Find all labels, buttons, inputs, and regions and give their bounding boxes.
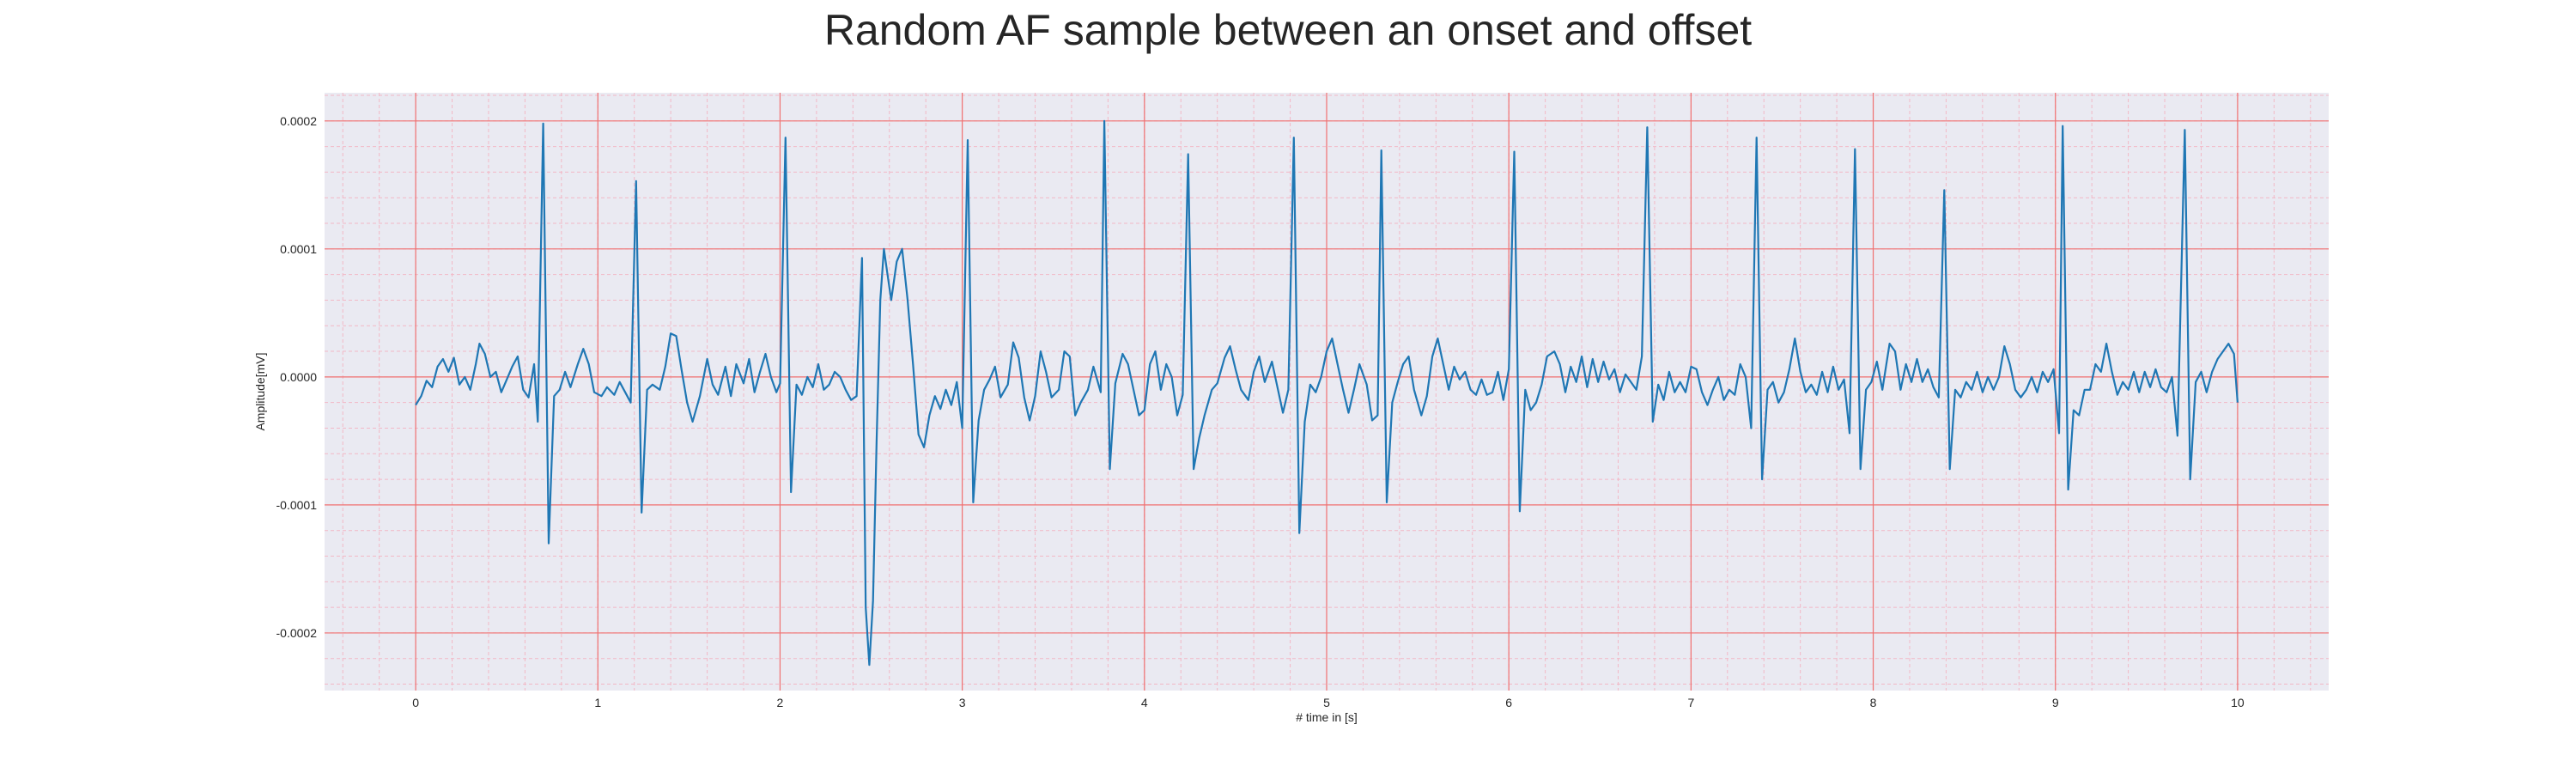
- y-axis-label: Amplitude[mV]: [253, 352, 267, 430]
- chart-title: Random AF sample between an onset and of…: [823, 6, 1753, 54]
- x-tick-label: 0: [412, 696, 419, 709]
- x-tick-label: 1: [594, 696, 601, 709]
- y-tick-label: 0.0002: [280, 114, 317, 128]
- x-tick-label: 5: [1323, 696, 1330, 709]
- x-axis-ticks: 0 1 2 3 4 5 6 7 8 9 10: [412, 696, 2245, 709]
- x-tick-label: 9: [2052, 696, 2059, 709]
- major-grid: [325, 93, 2329, 691]
- x-tick-label: 7: [1687, 696, 1694, 709]
- y-tick-label: 0.0000: [280, 370, 317, 384]
- x-tick-label: 6: [1505, 696, 1512, 709]
- x-tick-label: 2: [777, 696, 784, 709]
- y-tick-label: -0.0001: [276, 498, 318, 512]
- x-tick-label: 10: [2231, 696, 2245, 709]
- x-axis-label: # time in [s]: [1296, 710, 1358, 724]
- y-axis-ticks: -0.0002 -0.0001 0.0000 0.0001 0.0002: [276, 114, 318, 640]
- x-tick-label: 3: [959, 696, 966, 709]
- y-tick-label: 0.0001: [280, 242, 317, 256]
- series-group: [415, 119, 2239, 666]
- y-tick-label: -0.0002: [276, 626, 318, 640]
- x-tick-label: 4: [1141, 696, 1148, 709]
- x-tick-label: 8: [1870, 696, 1877, 709]
- ecg-signal-line: [415, 119, 2239, 666]
